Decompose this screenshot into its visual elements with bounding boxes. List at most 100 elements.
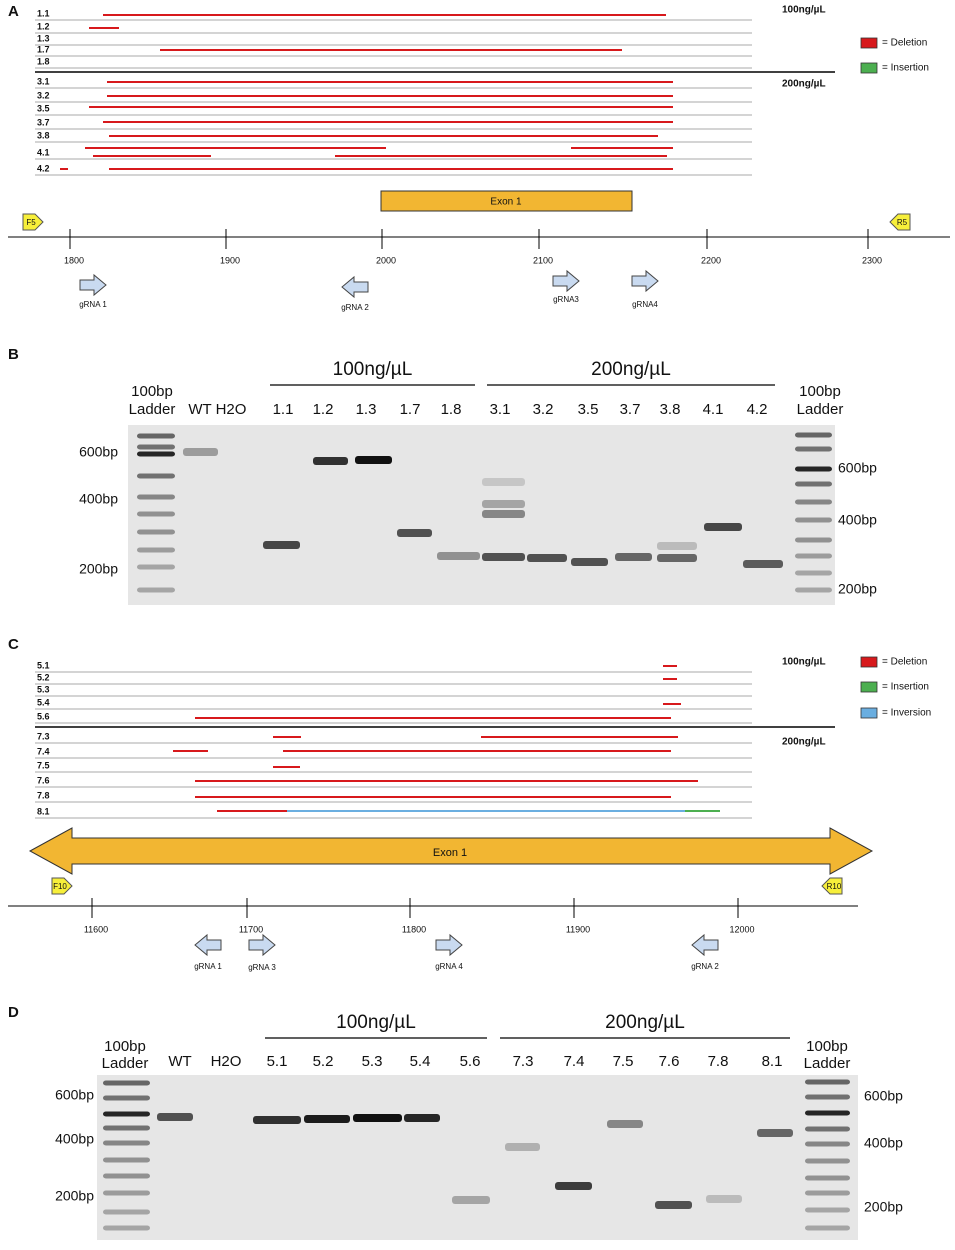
axis-tick-label: 2300 bbox=[862, 255, 882, 265]
gel-band bbox=[103, 1173, 150, 1179]
gel-band bbox=[607, 1120, 643, 1128]
sample-label: 5.4 bbox=[37, 697, 50, 707]
gel-band bbox=[103, 1125, 150, 1131]
grna-label: gRNA 4 bbox=[435, 962, 463, 971]
sample-label: 7.6 bbox=[37, 775, 50, 785]
lane-label: 7.8 bbox=[708, 1053, 729, 1070]
gel-band bbox=[795, 517, 832, 523]
gel-band bbox=[805, 1079, 850, 1085]
gel-band bbox=[404, 1114, 440, 1122]
panel-label: A bbox=[8, 3, 19, 20]
primer-label: R5 bbox=[897, 218, 908, 227]
gel-band bbox=[137, 451, 175, 457]
concentration-label: 100ng/µL bbox=[782, 5, 826, 16]
grna-arrow bbox=[631, 269, 659, 293]
lane-label: 1.8 bbox=[441, 401, 462, 418]
grna-label: gRNA4 bbox=[632, 300, 658, 309]
sample-label: 1.1 bbox=[37, 8, 50, 18]
gel-band bbox=[805, 1094, 850, 1100]
size-label: 200bp bbox=[838, 581, 877, 597]
lane-label: 1.1 bbox=[273, 401, 294, 418]
primer-label: F10 bbox=[53, 882, 67, 891]
gel-band bbox=[103, 1095, 150, 1101]
gel-band bbox=[103, 1225, 150, 1231]
gel-band bbox=[355, 456, 392, 464]
panel-label: B bbox=[8, 346, 19, 363]
gel-band bbox=[137, 473, 175, 479]
grna-arrow bbox=[341, 275, 369, 299]
axis-tick-label: 2200 bbox=[701, 255, 721, 265]
legend-label: = Insertion bbox=[882, 682, 929, 693]
gel-band bbox=[103, 1190, 150, 1196]
concentration-label: 200ng/µL bbox=[605, 1012, 685, 1033]
legend-swatch bbox=[860, 37, 878, 49]
legend-label: = Insertion bbox=[882, 63, 929, 74]
gel-band bbox=[103, 1111, 150, 1117]
ladder-label: 100bp bbox=[806, 1038, 848, 1055]
gel-band bbox=[615, 553, 652, 561]
gel-band bbox=[137, 547, 175, 553]
gel bbox=[97, 1075, 858, 1240]
legend-swatch bbox=[860, 62, 878, 74]
gel-band bbox=[137, 529, 175, 535]
sample-label: 1.7 bbox=[37, 44, 50, 54]
gel bbox=[128, 425, 835, 605]
gel-band bbox=[795, 499, 832, 505]
size-label: 600bp bbox=[55, 1087, 94, 1103]
axis-tick-label: 1900 bbox=[220, 255, 240, 265]
concentration-label: 100ng/µL bbox=[782, 657, 826, 668]
lane-label: 3.7 bbox=[620, 401, 641, 418]
legend-label: = Deletion bbox=[882, 38, 927, 49]
grna-label: gRNA3 bbox=[553, 295, 579, 304]
gel-band bbox=[137, 511, 175, 517]
axis-tick-label: 11600 bbox=[84, 924, 108, 934]
ladder-label: Ladder bbox=[797, 401, 844, 418]
lane-label: 7.5 bbox=[613, 1053, 634, 1070]
lane-label: 5.3 bbox=[362, 1053, 383, 1070]
lane-label: H2O bbox=[211, 1053, 242, 1070]
axis-tick-label: 2000 bbox=[376, 255, 396, 265]
legend-swatch bbox=[860, 707, 878, 719]
gel-band bbox=[397, 529, 432, 537]
lane-label: H2O bbox=[216, 401, 247, 418]
legend-label: = Deletion bbox=[882, 657, 927, 668]
legend-swatch bbox=[860, 656, 878, 668]
exon bbox=[380, 190, 633, 212]
concentration-label: 200ng/µL bbox=[782, 737, 826, 748]
sample-label: 5.6 bbox=[37, 711, 50, 721]
gel-band bbox=[103, 1080, 150, 1086]
sample-label: 7.5 bbox=[37, 760, 50, 770]
sample-label: 4.2 bbox=[37, 163, 50, 173]
gel-band bbox=[137, 444, 175, 450]
gel-band bbox=[704, 523, 742, 531]
gel-band bbox=[137, 564, 175, 570]
lane-label: 4.2 bbox=[747, 401, 768, 418]
sample-label: 3.1 bbox=[37, 76, 50, 86]
gel-band bbox=[805, 1158, 850, 1164]
sample-label: 4.1 bbox=[37, 147, 50, 157]
grna-label: gRNA 2 bbox=[341, 303, 369, 312]
gel-band bbox=[437, 552, 480, 560]
size-label: 200bp bbox=[55, 1188, 94, 1204]
gel-band bbox=[795, 481, 832, 487]
gel-band bbox=[795, 446, 832, 452]
grna-arrow bbox=[194, 933, 222, 957]
gel-band bbox=[805, 1225, 850, 1231]
size-label: 600bp bbox=[838, 460, 877, 476]
gel-band bbox=[505, 1143, 540, 1151]
gel-band bbox=[482, 500, 525, 508]
primer-arrow bbox=[22, 213, 44, 231]
gel-band bbox=[103, 1157, 150, 1163]
gel-band bbox=[805, 1110, 850, 1116]
primer-label: F5 bbox=[26, 218, 36, 227]
axis-tick-label: 12000 bbox=[729, 924, 754, 934]
sample-label: 7.8 bbox=[37, 790, 50, 800]
primer-arrow bbox=[51, 877, 73, 895]
lane-label: 7.4 bbox=[564, 1053, 585, 1070]
gel-band bbox=[757, 1129, 793, 1137]
gel-band bbox=[795, 587, 832, 593]
gel-band bbox=[805, 1190, 850, 1196]
lane-label: 3.8 bbox=[660, 401, 681, 418]
concentration-label: 100ng/µL bbox=[336, 1012, 416, 1033]
